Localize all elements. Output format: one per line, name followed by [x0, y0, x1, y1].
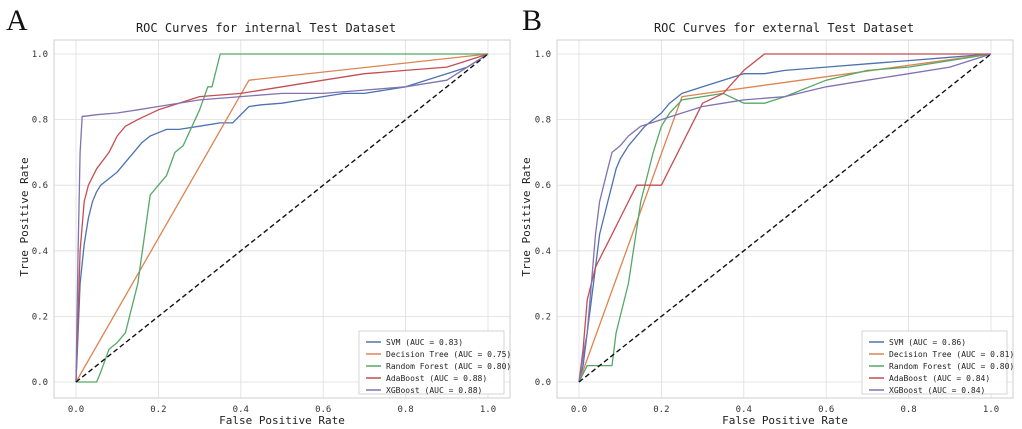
y-axis-label-a: True Positive Rate — [18, 157, 31, 276]
roc-curve-0-a — [75, 53, 489, 383]
y-tick-label-b: 0.4 — [535, 247, 551, 257]
panel-b: B ROC Curves for external Test Dataset 0… — [520, 4, 1014, 427]
y-tick-label-a: 0.2 — [32, 312, 48, 322]
panel-a: A ROC Curves for internal Test Dataset 0… — [6, 4, 511, 427]
legend-entry-b: AdaBoost (AUC = 0.84) — [889, 374, 990, 383]
x-tick-label-b: 0.2 — [653, 405, 669, 415]
x-tick-label-b: 0.8 — [900, 405, 916, 415]
y-tick-label-b: 0.0 — [535, 378, 551, 388]
roc-curve-2-a — [76, 53, 488, 383]
y-tick-label-a: 1.0 — [32, 50, 48, 60]
plot-frame-a — [53, 39, 511, 399]
ticks-b: 0.0 0.2 0.4 0.6 0.8 1.0 0.0 0.2 0.4 0.6 0.8 1.0 — [535, 50, 999, 415]
legend-box-b — [861, 330, 1008, 395]
panel-label-b: B — [522, 4, 542, 37]
y-axis-label-b: True Positive Rate — [520, 157, 533, 276]
y-tick-label-b: 1.0 — [535, 50, 551, 60]
roc-curve-4-a — [75, 53, 489, 383]
chart-title-a: ROC Curves for internal Test Dataset — [136, 21, 396, 35]
roc-curve-3-a — [75, 53, 489, 383]
y-tick-label-b: 0.6 — [535, 181, 551, 191]
x-tick-label-b: 0.6 — [818, 405, 834, 415]
roc-curve-4-b — [578, 53, 992, 383]
x-tick-label-b: 0.0 — [571, 405, 587, 415]
x-tick-label-b: 0.4 — [736, 405, 752, 415]
legend-entry-b: Decision Tree (AUC = 0.81) — [889, 350, 1014, 359]
panel-label-a: A — [6, 4, 28, 37]
series-lines-b — [578, 53, 992, 383]
plot-frame-b — [556, 39, 1014, 399]
x-axis-label-b: False Positive Rate — [722, 414, 848, 427]
chart-title-b: ROC Curves for external Test Dataset — [654, 21, 914, 35]
roc-curve-1-a — [75, 53, 489, 383]
y-tick-label-a: 0.8 — [32, 116, 48, 126]
y-tick-label-b: 0.2 — [535, 312, 551, 322]
grid-a — [54, 40, 510, 398]
x-tick-label-b: 1.0 — [983, 405, 999, 415]
roc-curve-2-b — [578, 53, 992, 383]
legend-entry-a: AdaBoost (AUC = 0.88) — [386, 374, 487, 383]
x-tick-label-a: 0.6 — [315, 405, 331, 415]
legend-entry-a: XGBoost (AUC = 0.88) — [386, 386, 482, 395]
ticks-a: 0.0 0.2 0.4 0.6 0.8 1.0 0.0 0.2 0.4 0.6 0.8 1.0 — [32, 50, 496, 415]
y-tick-label-a: 0.4 — [32, 247, 48, 257]
x-tick-label-a: 0.4 — [233, 405, 249, 415]
legend-entry-b: SVM (AUC = 0.86) — [889, 338, 966, 347]
roc-curve-3-b — [578, 53, 991, 383]
legend-box-a — [358, 330, 505, 395]
x-tick-label-a: 1.0 — [480, 405, 496, 415]
legend-entry-b: XGBoost (AUC = 0.84) — [889, 386, 985, 395]
legend-entry-a: SVM (AUC = 0.83) — [386, 338, 463, 347]
y-tick-label-a: 0.0 — [32, 378, 48, 388]
series-lines-a — [75, 53, 489, 383]
legend-entry-a: Random Forest (AUC = 0.80) — [386, 362, 511, 371]
x-tick-label-a: 0.0 — [68, 405, 84, 415]
x-tick-label-a: 0.8 — [397, 405, 413, 415]
x-tick-label-a: 0.2 — [150, 405, 166, 415]
legend-a: SVM (AUC = 0.83) Decision Tree (AUC = 0.7… — [358, 330, 511, 395]
x-axis-label-a: False Positive Rate — [219, 414, 345, 427]
legend-entry-b: Random Forest (AUC = 0.80) — [889, 362, 1014, 371]
y-tick-label-a: 0.6 — [32, 181, 48, 191]
legend-b: SVM (AUC = 0.86) Decision Tree (AUC = 0.8… — [861, 330, 1014, 395]
legend-entry-a: Decision Tree (AUC = 0.75) — [386, 350, 511, 359]
y-tick-label-b: 0.8 — [535, 116, 551, 126]
